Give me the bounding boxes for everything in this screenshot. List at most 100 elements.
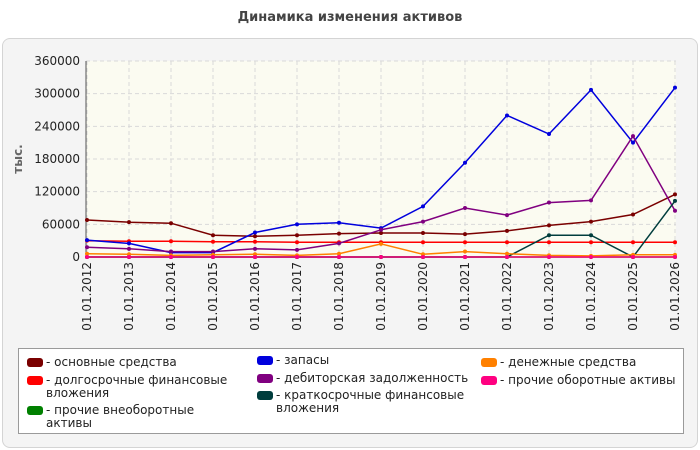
data-point [463, 240, 467, 245]
y-tick-label: 180000 [34, 152, 80, 166]
data-point [463, 249, 467, 254]
data-point [253, 234, 257, 239]
y-axis-label: тыс. [11, 144, 25, 173]
data-point [337, 241, 341, 246]
data-point [547, 131, 551, 136]
data-point [295, 222, 299, 227]
data-point [421, 255, 425, 259]
data-point [169, 239, 173, 244]
data-point [295, 240, 299, 245]
data-point [211, 239, 215, 244]
data-point [127, 241, 131, 246]
data-point [127, 220, 131, 225]
data-point [253, 230, 257, 235]
data-point [631, 240, 635, 245]
data-point [547, 200, 551, 205]
data-point [295, 247, 299, 252]
legend-label: запасы [276, 354, 329, 367]
data-point [673, 255, 677, 259]
data-point [253, 239, 257, 244]
legend-label: денежные средства [500, 356, 636, 369]
data-point [421, 204, 425, 209]
data-point [337, 231, 341, 236]
x-tick-label: 01.01.2026 [668, 262, 682, 331]
data-point [85, 217, 89, 222]
data-point [589, 255, 593, 259]
legend-item: долгосрочные финансовые вложения [27, 374, 242, 400]
x-tick-label: 01.01.2020 [416, 262, 430, 331]
data-point [547, 255, 551, 259]
x-tick-label: 01.01.2013 [122, 262, 136, 331]
x-tick-label: 01.01.2023 [542, 262, 556, 331]
data-point [85, 255, 89, 259]
x-tick-label: 01.01.2018 [332, 262, 346, 331]
legend-item: прочие внеоборотные активы [27, 404, 242, 430]
x-tick-label: 01.01.2025 [626, 262, 640, 331]
legend-item: денежные средства [481, 356, 681, 369]
data-point [421, 219, 425, 224]
data-point [169, 255, 173, 259]
chart-legend: основные средства долгосрочные финансовые… [18, 348, 684, 434]
data-point [463, 255, 467, 259]
data-point [463, 160, 467, 165]
x-tick-label: 01.01.2016 [248, 262, 262, 331]
data-point [505, 240, 509, 245]
data-point [505, 213, 509, 218]
data-point [463, 206, 467, 210]
data-point [211, 233, 215, 238]
data-point [421, 231, 425, 236]
legend-label: долгосрочные финансовые вложения [46, 374, 242, 400]
y-tick-label: 360000 [34, 54, 80, 68]
x-tick-label: 01.01.2024 [584, 262, 598, 331]
data-point [169, 249, 173, 254]
x-tick-label: 01.01.2012 [80, 262, 94, 331]
data-point [169, 221, 173, 226]
legend-label: краткосрочные финансовые вложения [276, 389, 472, 415]
x-tick-label: 01.01.2017 [290, 262, 304, 331]
legend-item: прочие оборотные активы [481, 374, 681, 387]
legend-item: запасы [257, 354, 472, 367]
legend-swatch [257, 391, 273, 400]
y-tick-label: 60000 [42, 217, 80, 231]
x-tick-label: 01.01.2021 [458, 262, 472, 331]
y-tick-label: 240000 [34, 119, 80, 133]
data-point [463, 232, 467, 237]
data-point [547, 223, 551, 228]
data-point [631, 212, 635, 217]
data-point [379, 255, 383, 259]
data-point [631, 255, 635, 259]
data-point [547, 233, 551, 238]
data-point [673, 198, 677, 203]
data-point [379, 231, 383, 236]
data-point [505, 113, 509, 118]
data-point [379, 241, 383, 246]
legend-swatch [481, 376, 497, 385]
legend-swatch [27, 358, 43, 367]
legend-swatch [481, 358, 497, 367]
data-point [547, 240, 551, 245]
data-point [505, 255, 509, 259]
data-point [337, 251, 341, 256]
data-point [673, 192, 677, 197]
data-point [85, 245, 89, 250]
x-tick-label: 01.01.2014 [164, 262, 178, 331]
data-point [253, 255, 257, 259]
x-tick-label: 01.01.2022 [500, 262, 514, 331]
legend-label: прочие внеоборотные активы [46, 404, 242, 430]
data-point [85, 238, 89, 243]
legend-swatch [27, 376, 43, 385]
data-point [673, 85, 677, 90]
x-tick-label: 01.01.2019 [374, 262, 388, 331]
x-tick-label: 01.01.2015 [206, 262, 220, 331]
legend-label: дебиторская задолженность [276, 372, 468, 385]
chart-title: Динамика изменения активов [237, 10, 463, 25]
legend-item: краткосрочные финансовые вложения [257, 389, 472, 415]
legend-swatch [27, 406, 43, 415]
data-point [211, 255, 215, 259]
legend-item: дебиторская задолженность [257, 372, 472, 385]
y-tick-label: 120000 [34, 185, 80, 199]
data-point [589, 198, 593, 203]
data-point [295, 255, 299, 259]
data-point [421, 240, 425, 245]
